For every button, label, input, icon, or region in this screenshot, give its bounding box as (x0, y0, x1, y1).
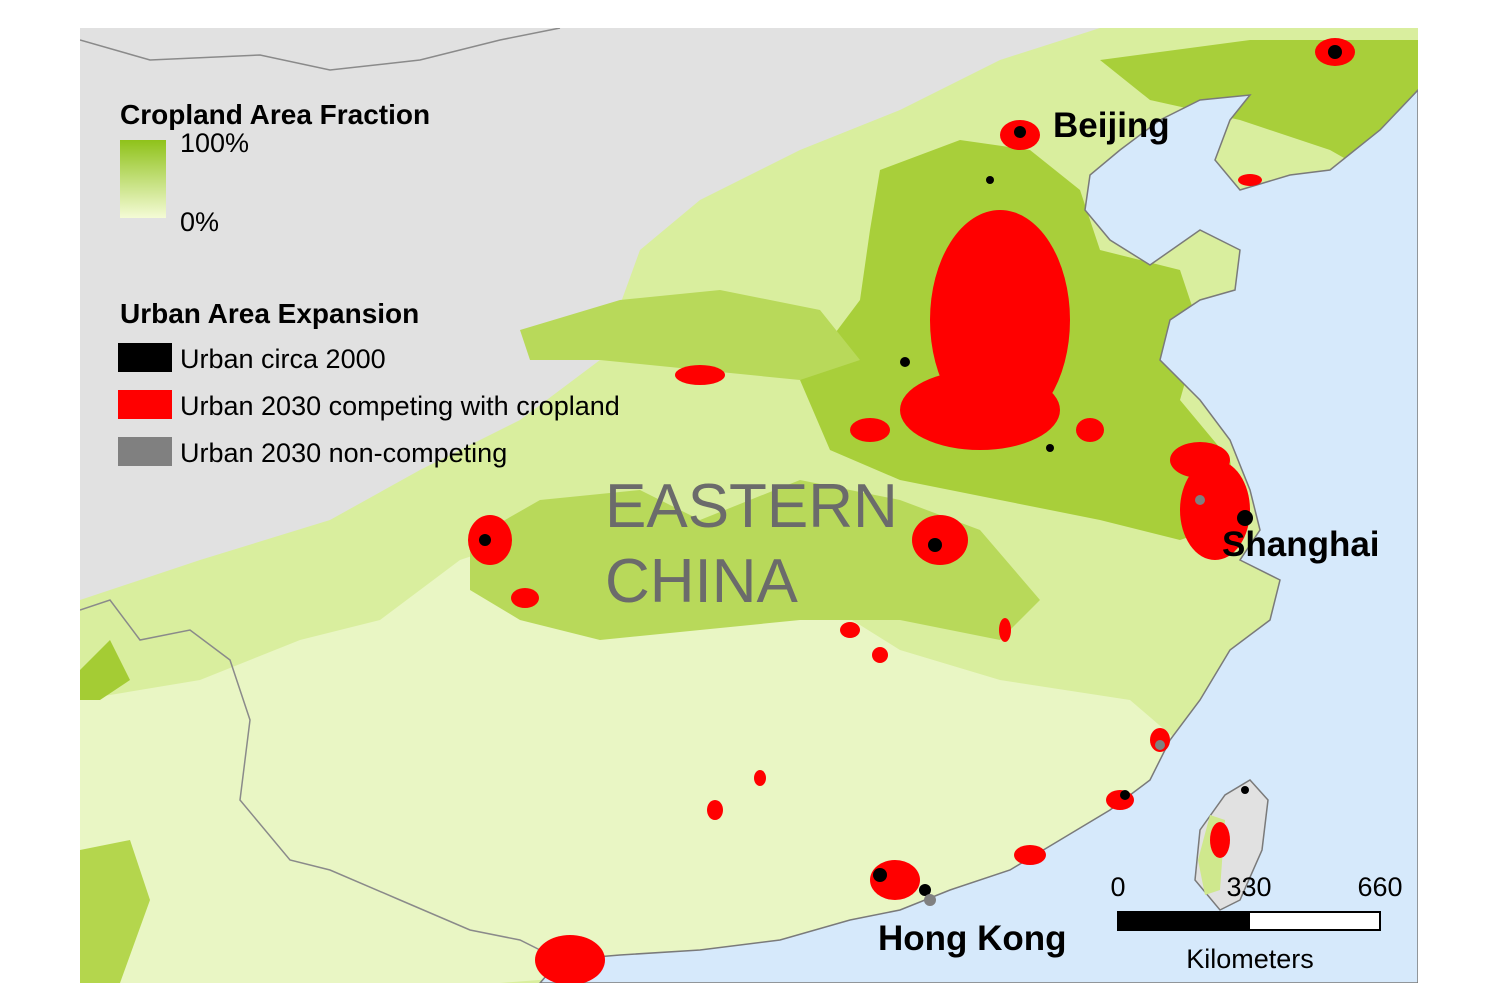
legend-label: 0% (180, 207, 219, 237)
border (80, 28, 561, 71)
legend: Cropland Area Fraction 100% 0% Urban Are… (118, 99, 620, 468)
city-label: Shanghai (1222, 525, 1380, 564)
cropland (80, 840, 150, 983)
legend-swatch (118, 390, 172, 419)
cropland (80, 640, 130, 700)
city-label: Beijing (1053, 106, 1170, 145)
urban-non-competing (924, 495, 1205, 906)
scale-tick-label: 330 (1226, 872, 1271, 902)
sea (539, 88, 1418, 983)
legend-label: Urban 2030 non-competing (180, 438, 507, 468)
city-label: Hong Kong (878, 919, 1067, 958)
map-body: Beijing Shanghai Hong Kong EASTERN CHINA (80, 28, 1418, 983)
scale-bar: Kilometers 0 330 660 (1110, 872, 1402, 974)
scale-tick-label: 660 (1357, 872, 1402, 902)
scale-tick-label: 0 (1110, 872, 1125, 902)
legend-title: Cropland Area Fraction (120, 99, 430, 130)
scale-segment (1117, 911, 1250, 931)
legend-label: Urban circa 2000 (180, 344, 386, 374)
cropland-dense (520, 290, 860, 380)
region-label: CHINA (605, 547, 799, 616)
legend-label: Urban 2030 competing with cropland (180, 391, 620, 421)
border (80, 599, 561, 961)
legend-swatch (118, 343, 172, 372)
legend-items: Urban circa 2000 Urban 2030 competing wit… (118, 343, 620, 468)
cropland-dense (470, 480, 1040, 640)
cropland (80, 540, 1200, 983)
legend-title: Urban Area Expansion (120, 298, 419, 329)
region-label: EASTERN (605, 472, 898, 541)
gradient-swatch (120, 140, 166, 218)
cropland-dense (1100, 40, 1418, 200)
legend-swatch (118, 437, 172, 466)
legend-label: 100% (180, 128, 249, 158)
scale-segment (1248, 911, 1381, 931)
urban-2000 (479, 45, 1342, 896)
scale-unit: Kilometers (1186, 944, 1314, 974)
